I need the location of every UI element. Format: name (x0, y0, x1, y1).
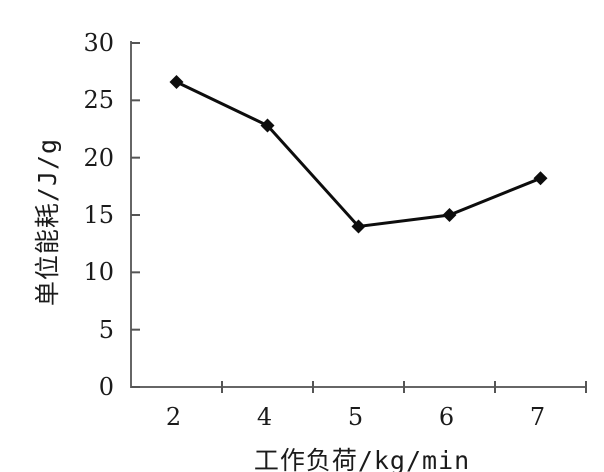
data-point-marker (442, 208, 457, 222)
data-point-marker (351, 219, 366, 234)
x-tick-label: 2 (165, 403, 182, 431)
y-tick-label: 20 (83, 143, 114, 172)
y-tick-label: 0 (98, 373, 114, 401)
x-tick-label: 7 (529, 403, 546, 431)
x-tick-label: 6 (438, 403, 455, 431)
data-point-marker (260, 118, 275, 133)
data-series-line (175, 80, 542, 229)
x-tick-label: 4 (256, 403, 273, 431)
y-tick-label: 15 (83, 201, 114, 229)
y-tick-label: 5 (98, 315, 114, 344)
y-tick-label: 30 (83, 29, 114, 57)
y-axis-title: 单位能耗/J/g (33, 137, 62, 307)
data-point-marker (533, 171, 548, 186)
x-tick-label: 5 (347, 403, 364, 431)
x-axis-title: 工作负荷/kg/min (253, 446, 471, 472)
y-tick-label: 25 (83, 86, 114, 115)
y-tick-label: 10 (83, 258, 114, 287)
data-point-marker (169, 74, 184, 89)
